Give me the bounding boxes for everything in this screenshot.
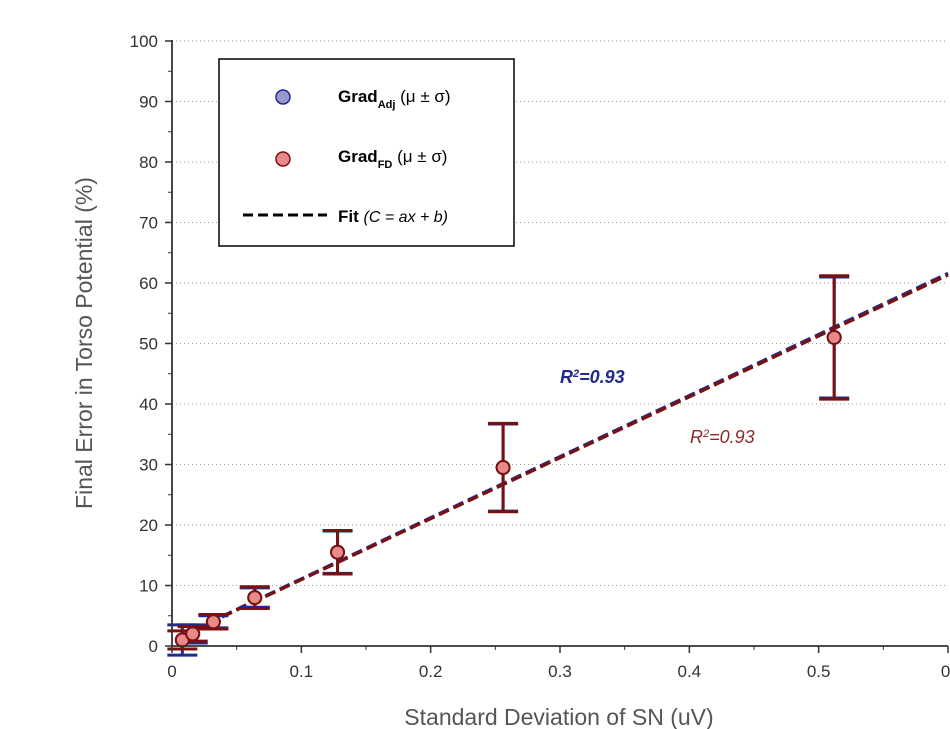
x-tick-label: 0.2	[419, 662, 443, 681]
x-tick-label: 0.5	[807, 662, 831, 681]
y-tick-label: 80	[139, 153, 158, 172]
tick-labels: 0 10 20 30 40 50 60 70 80 90 100 0 0.1 0.2 0.3 0.4 0.5 0.	[130, 32, 950, 681]
y-tick-label: 90	[139, 93, 158, 112]
legend-marker-adj	[275, 89, 291, 105]
y-tick-label: 40	[139, 395, 158, 414]
legend-label-adj: GradAdj (μ ± σ)	[338, 87, 451, 111]
data-point-fd	[247, 590, 263, 606]
legend-label-fd: GradFD (μ ± σ)	[338, 147, 447, 171]
x-tick-label: 0	[167, 662, 176, 681]
y-tick-label: 50	[139, 335, 158, 354]
data-point-fd	[330, 544, 346, 560]
data-point-fd	[205, 614, 221, 630]
data-point-fd	[495, 460, 511, 476]
r2-annotation-fd: R2=0.93	[690, 427, 755, 447]
grid-lines	[172, 40, 948, 586]
fit-lines	[177, 271, 949, 639]
legend-label-fit: Fit (C = ax + b)	[338, 207, 448, 226]
axes	[165, 40, 949, 653]
y-tick-label: 100	[130, 32, 158, 51]
y-tick-label: 10	[139, 577, 158, 596]
x-tick-label: 0.4	[678, 662, 702, 681]
legend-box	[218, 58, 515, 247]
x-tick-label: 0.1	[290, 662, 314, 681]
r2-annotation-adj: R2=0.93	[560, 367, 625, 387]
data-points	[174, 329, 842, 648]
x-axis-label: Standard Deviation of SN (uV)	[404, 704, 713, 729]
y-tick-label: 60	[139, 274, 158, 293]
fit-line-fd	[177, 273, 949, 639]
legend-marker-fd	[275, 151, 291, 167]
x-tick-label: 0.	[941, 662, 950, 681]
y-tick-label: 70	[139, 214, 158, 233]
data-point-fd	[185, 626, 201, 642]
y-tick-label: 0	[149, 637, 158, 656]
y-tick-label: 30	[139, 456, 158, 475]
y-tick-label: 20	[139, 516, 158, 535]
x-tick-label: 0.3	[548, 662, 572, 681]
y-axis-label: Final Error in Torso Potential (%)	[71, 177, 97, 509]
legend: GradAdj (μ ± σ) GradFD (μ ± σ) Fit (C = …	[218, 58, 515, 247]
data-point-fd	[826, 329, 842, 345]
